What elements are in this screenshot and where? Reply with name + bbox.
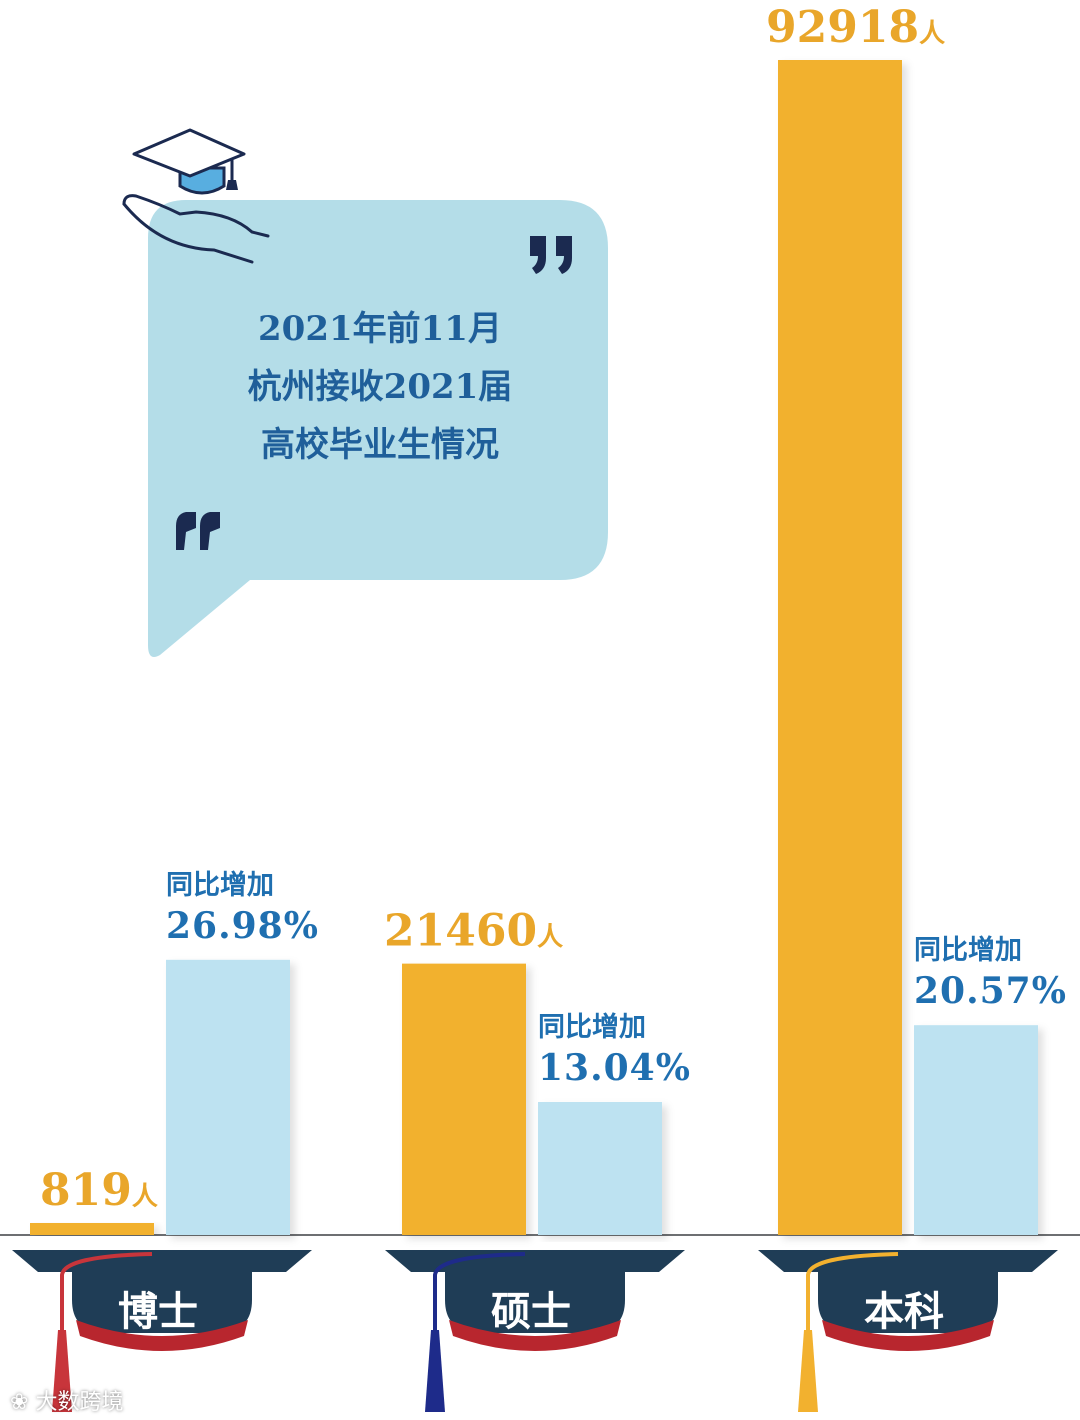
count-value-1: 21460: [384, 906, 537, 957]
cap-band-0: [76, 1320, 248, 1351]
count-value-2: 92918: [766, 2, 919, 53]
tassel-0: [52, 1330, 72, 1412]
growth-bar-0: [166, 959, 290, 1235]
count-unit-2: 人: [919, 19, 945, 49]
count-bar-0: [30, 1223, 154, 1235]
headline-line-3: 高校毕业生情况: [261, 425, 499, 465]
watermark: ❀ 大数跨境: [10, 1384, 123, 1416]
count-label-2: 92918人: [766, 2, 945, 53]
watermark-text: 大数跨境: [35, 1390, 124, 1415]
open-quote-icon: [530, 236, 572, 274]
category-label-0: 博士: [118, 1288, 198, 1335]
cap-board-1: [385, 1250, 685, 1272]
count-label-1: 21460人: [384, 906, 563, 957]
growth-label-title-2: 同比增加: [914, 934, 1022, 966]
count-label-0: 819人: [40, 1165, 158, 1216]
count-bar-1: [402, 963, 526, 1235]
count-unit-1: 人: [537, 923, 563, 953]
graduation-hand-icon: [122, 128, 270, 264]
headline: 2021年前11月 杭州接收2021届 高校毕业生情况: [170, 300, 590, 474]
chart-group-1: 21460人 同比增加 13.04% 硕士: [384, 906, 691, 1412]
growth-label-title-1: 同比增加: [538, 1011, 646, 1043]
cap-band-2: [822, 1320, 994, 1351]
tassel-cord-0: [60, 1252, 153, 1335]
cap-board-0: [12, 1250, 312, 1272]
cap-dome-2: [818, 1262, 998, 1333]
graduation-cap-2: 本科: [758, 1250, 1058, 1412]
growth-label-value-2: 20.57%: [914, 970, 1067, 1012]
headline-line-2: 杭州接收2021届: [247, 367, 513, 407]
category-label-1: 硕士: [491, 1288, 571, 1335]
count-unit-0: 人: [132, 1182, 158, 1212]
growth-bar-1: [538, 1101, 662, 1235]
growth-label-value-0: 26.98%: [166, 905, 319, 947]
cap-dome-1: [445, 1262, 625, 1333]
headline-line-1: 2021年前11月: [258, 309, 502, 349]
cap-band-1: [449, 1320, 621, 1351]
category-label-2: 本科: [864, 1288, 944, 1335]
graduation-cap-0: 博士: [12, 1250, 312, 1412]
growth-label-value-1: 13.04%: [538, 1047, 691, 1089]
graduation-cap-1: 硕士: [385, 1250, 685, 1412]
speech-bubble-shape: [148, 200, 608, 658]
chart-group-0: 819人 同比增加 26.98% 博士: [12, 869, 319, 1412]
cap-board-2: [758, 1250, 1058, 1272]
close-quote-icon: [176, 512, 220, 550]
watermark-logo-icon: ❀: [10, 1390, 29, 1415]
tassel-2: [798, 1330, 818, 1412]
tassel-cord-1: [433, 1252, 526, 1335]
speech-bubble: [122, 128, 608, 658]
growth-label-title-0: 同比增加: [166, 869, 274, 901]
count-value-0: 819: [40, 1165, 132, 1216]
tassel-cord-2: [806, 1252, 899, 1335]
cap-dome-0: [72, 1262, 252, 1333]
count-bar-2: [778, 60, 902, 1235]
chart-group-2: 92918人 同比增加 20.57% 本科: [758, 2, 1067, 1412]
tassel-1: [425, 1330, 445, 1412]
growth-bar-2: [914, 1025, 1038, 1235]
